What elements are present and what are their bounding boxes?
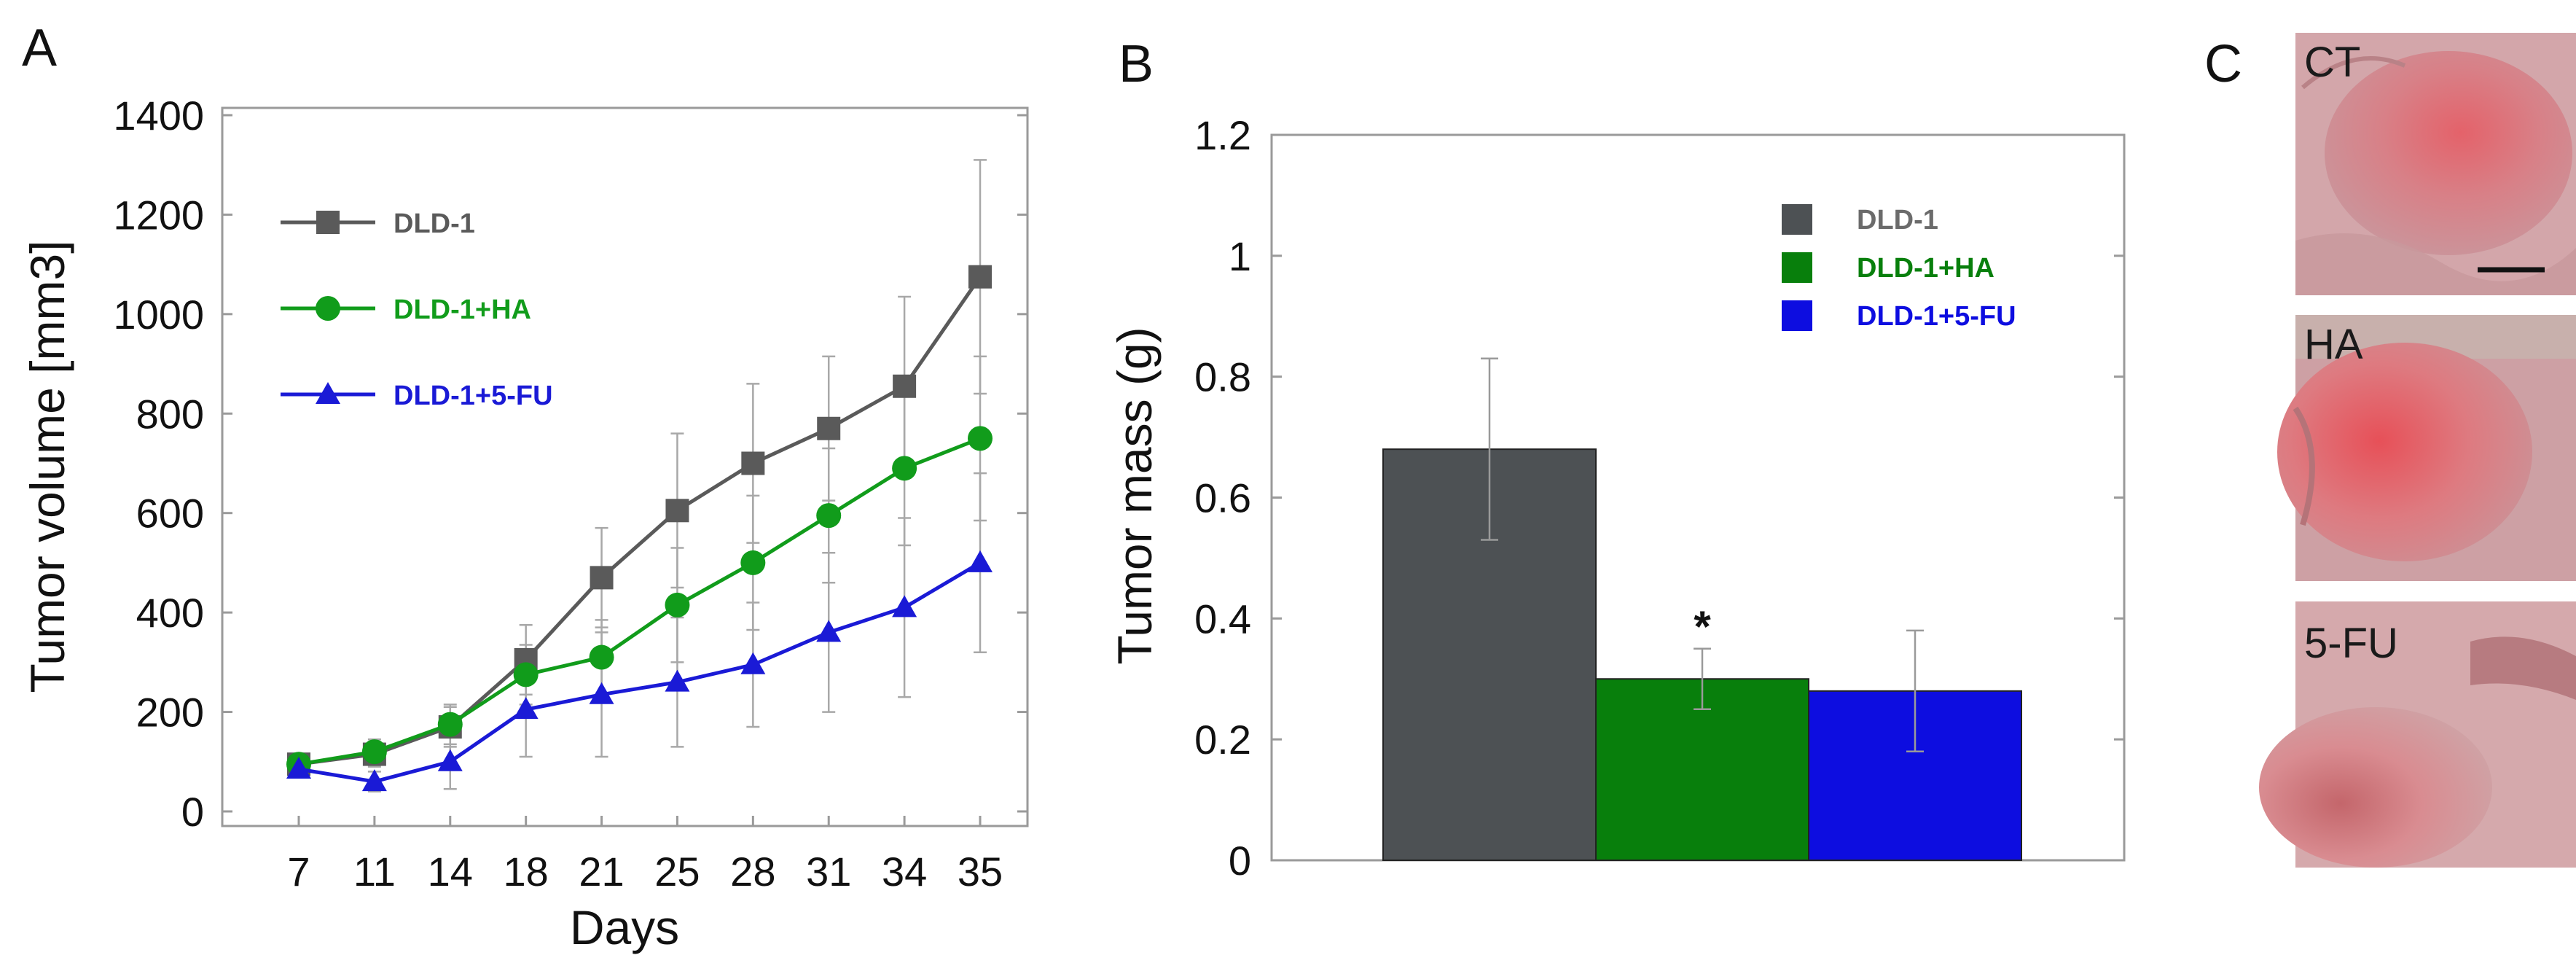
- x-tick-label: 35: [958, 849, 1003, 895]
- legend-label: DLD-1+HA: [1857, 253, 1994, 284]
- skin-fold: [2470, 636, 2576, 700]
- x-tick-label: 14: [428, 849, 473, 895]
- line-chart-panel: 0 200 400 600 800 1000 1200 1400 7 11 14 18 21 25 28 3…: [20, 93, 1029, 954]
- x-tick-label: 11: [353, 849, 396, 895]
- data-point: [589, 682, 614, 704]
- data-point: [665, 669, 690, 692]
- y-tick-label: 400: [136, 590, 204, 636]
- y-tick-label: 1: [1229, 233, 1251, 279]
- data-point: [437, 712, 463, 737]
- x-tick-label: 18: [504, 849, 549, 895]
- data-point: [892, 595, 917, 617]
- data-point: [816, 503, 842, 529]
- data-point: [513, 662, 539, 687]
- data-point: [892, 456, 917, 481]
- series-line-1: [298, 437, 981, 766]
- y-tick-label: 600: [136, 491, 204, 537]
- photo-label-ct: CT: [2304, 39, 2360, 86]
- tumor-ct: [2325, 51, 2572, 255]
- series-line-2: [298, 561, 982, 784]
- y-axis-title: Tumor volume [mm3]: [20, 240, 74, 693]
- data-point: [361, 739, 387, 765]
- photo-ha: HA: [2277, 315, 2576, 581]
- x-tick-label: 28: [730, 849, 775, 895]
- data-point: [968, 426, 993, 451]
- y-tick-label: 0: [181, 789, 204, 835]
- data-point: [665, 499, 689, 523]
- legend-swatch: [1782, 252, 1812, 283]
- legend-marker: [316, 296, 340, 321]
- legend-swatch: [1782, 204, 1812, 235]
- data-point: [513, 697, 539, 720]
- data-point: [968, 265, 992, 289]
- legend-marker: [316, 211, 340, 234]
- data-point: [437, 749, 463, 771]
- bar-chart-panel: 0 0.2 0.4 0.6 0.8 1 1.2 * DLD-1 DLD-1+HA DLD-1+5…: [1108, 112, 2126, 884]
- y-tick-label: 1.2: [1194, 112, 1251, 158]
- significance-star: *: [1694, 602, 1711, 651]
- data-point: [817, 416, 841, 440]
- data-point: [740, 652, 766, 674]
- y-tick-label: 0: [1229, 838, 1251, 884]
- legend-label: DLD-1+5-FU: [394, 381, 553, 411]
- x-tick-label: 7: [287, 849, 310, 895]
- panel-letter-b: B: [1119, 35, 1154, 93]
- data-point: [665, 592, 690, 617]
- data-point: [893, 374, 917, 398]
- x-tick-label: 21: [579, 849, 624, 895]
- skin-crease: [2293, 406, 2315, 526]
- y-axis-title: Tumor mass (g): [1108, 327, 1162, 664]
- y-tick-label: 1000: [113, 292, 204, 338]
- data-point: [589, 644, 614, 670]
- legend-swatch: [1782, 300, 1812, 331]
- legend-label: DLD-1+5-FU: [1857, 301, 2016, 332]
- data-point: [361, 769, 387, 792]
- y-tick-label: 0.4: [1194, 596, 1251, 642]
- data-point: [740, 550, 766, 575]
- x-tick-label: 25: [654, 849, 700, 895]
- photo-label-5fu: 5-FU: [2304, 620, 2398, 667]
- y-tick-label: 800: [136, 391, 204, 437]
- series-line-0: [298, 276, 982, 766]
- data-point: [741, 451, 765, 475]
- data-point: [590, 566, 614, 590]
- skin-fold: [2295, 233, 2576, 295]
- photo-panel: CT HA 5-FU: [2259, 33, 2576, 868]
- data-point: [968, 550, 993, 572]
- x-tick-label: 34: [882, 849, 927, 895]
- data-point: [286, 757, 311, 779]
- y-tick-label: 0.2: [1194, 717, 1251, 763]
- y-tick-label: 0.6: [1194, 475, 1251, 521]
- tumor-5fu: [2259, 707, 2492, 868]
- legend-label: DLD-1: [1857, 205, 1938, 235]
- x-tick-label: 31: [806, 849, 851, 895]
- data-point: [816, 620, 842, 642]
- legend-label: DLD-1+HA: [394, 295, 531, 325]
- legend-marker: [316, 382, 340, 404]
- y-tick-label: 200: [136, 690, 204, 736]
- skin-crease: [2301, 56, 2406, 90]
- photo-5fu: 5-FU: [2259, 601, 2576, 868]
- tumor-ha: [2277, 343, 2532, 561]
- photo-label-ha: HA: [2304, 321, 2363, 368]
- photo-ct: CT: [2295, 33, 2576, 295]
- plot-frame: [221, 106, 1029, 827]
- panel-letter-a: A: [22, 19, 57, 77]
- panel-letter-c: C: [2204, 35, 2242, 93]
- legend-label: DLD-1: [394, 209, 475, 239]
- x-axis-title: Days: [570, 900, 679, 954]
- y-tick-label: 1200: [113, 192, 204, 238]
- y-tick-label: 1400: [113, 93, 204, 139]
- y-tick-label: 0.8: [1194, 354, 1251, 400]
